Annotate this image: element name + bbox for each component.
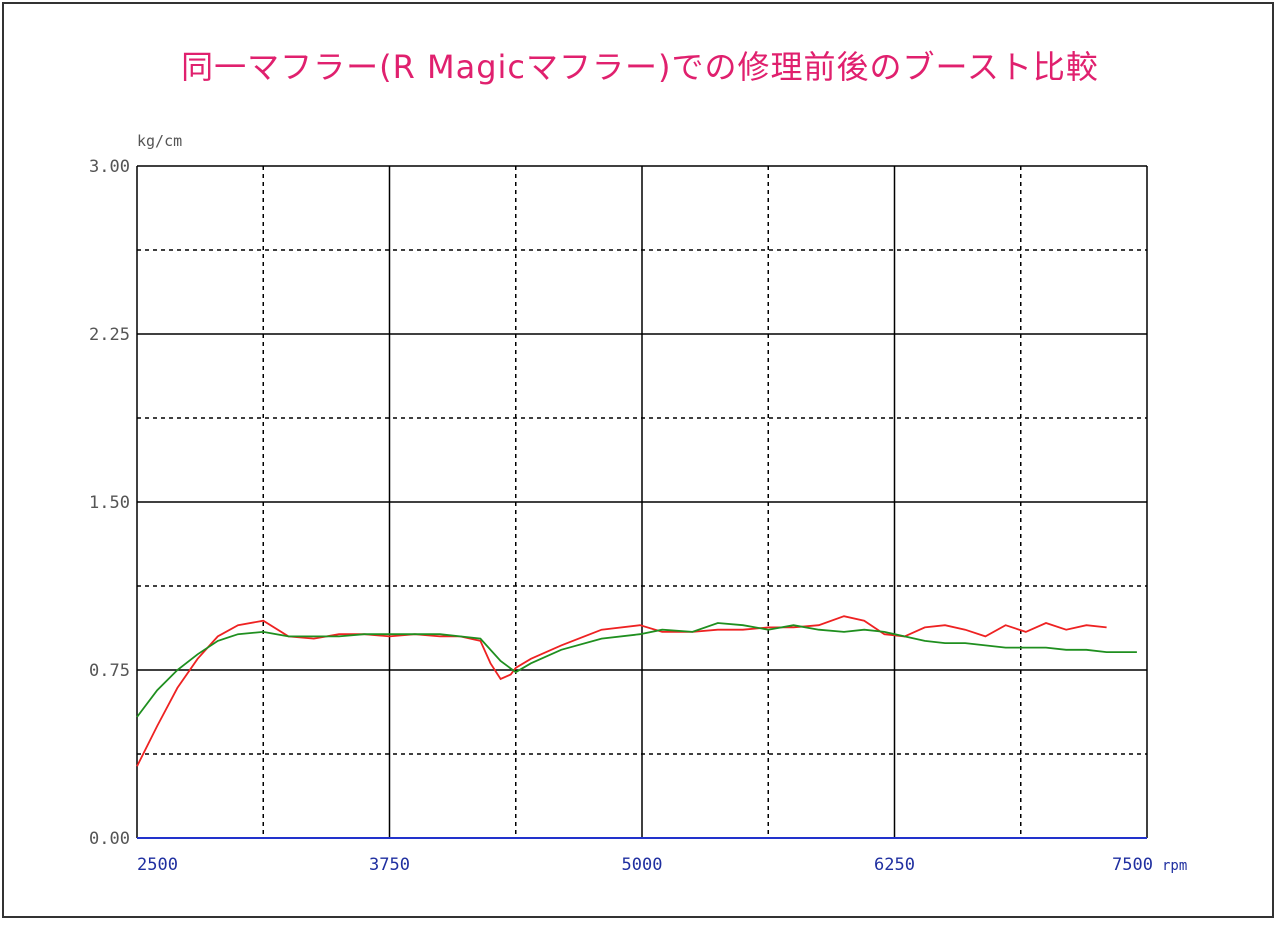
y-tick-label: 3.00: [89, 157, 130, 177]
y-tick-label: 1.50: [89, 493, 130, 513]
x-tick-label: 5000: [622, 855, 663, 875]
chart-title: 同一マフラー(R Magicマフラー)での修理前後のブースト比較: [181, 48, 1099, 86]
grid-layer: [136, 165, 1148, 838]
series-line-green: [136, 622, 1137, 718]
x-axis-label: rpm: [1162, 858, 1187, 874]
series-layer: [136, 615, 1137, 767]
x-tick-label: 6250: [874, 855, 915, 875]
x-tick-label: 3750: [369, 855, 410, 875]
y-tick-label: 0.00: [89, 829, 130, 849]
y-tick-label: 2.25: [89, 325, 130, 345]
x-tick-label: 2500: [137, 855, 178, 875]
y-axis-label: kg/cm: [137, 132, 182, 150]
axis-layer: kg/cm rpm 0.00 0.75 1.50 2.25 3.00 2500 3750 50…: [89, 132, 1187, 875]
series-line-red: [136, 615, 1107, 767]
x-tick-label: 7500: [1112, 855, 1153, 875]
y-tick-label: 0.75: [89, 661, 130, 681]
